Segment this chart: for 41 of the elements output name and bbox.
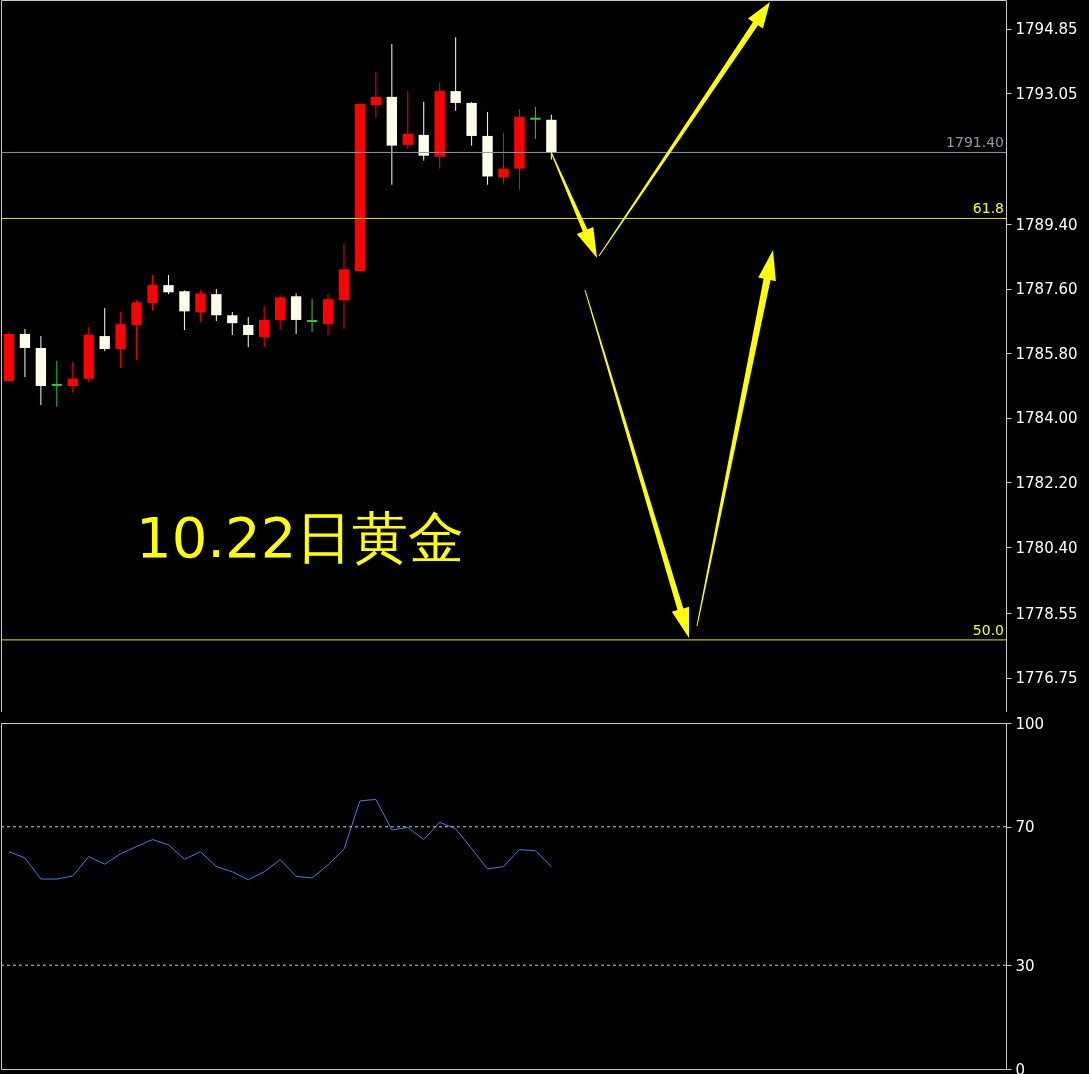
annotation: 50.0 [972, 621, 1004, 638]
candlestick [498, 132, 509, 185]
y-tick-label: 1782.20 [1015, 473, 1078, 492]
candlestick [67, 361, 78, 394]
candlestick [195, 289, 206, 323]
candlestick [51, 360, 63, 408]
candlestick [418, 101, 429, 162]
y-tick-label: 1787.60 [1015, 280, 1078, 299]
y-tick-label: 30 [1015, 956, 1035, 975]
candlestick [530, 106, 541, 140]
annotation: 10.22日黄金 [136, 505, 465, 570]
y-tick-label: 100 [1015, 714, 1045, 733]
candlestick [19, 328, 31, 378]
candlestick [179, 290, 190, 331]
y-tick-label: 1776.75 [1015, 669, 1078, 688]
candlestick [131, 299, 142, 361]
y-tick-label: 1785.80 [1015, 344, 1078, 363]
y-tick-label: 1784.00 [1015, 409, 1078, 428]
y-tick-label: 1778.55 [1015, 604, 1078, 623]
candlestick [450, 36, 461, 112]
candlestick [227, 311, 238, 336]
annotation: 61.8 [972, 200, 1004, 217]
candlestick [402, 90, 413, 150]
candlestick [163, 274, 174, 295]
candlestick [211, 288, 222, 322]
line-series [8, 798, 552, 881]
candlestick [147, 274, 158, 312]
candlestick [290, 292, 302, 335]
candlestick [259, 305, 270, 348]
y-tick-label: 1780.40 [1015, 538, 1078, 557]
candlestick [306, 298, 318, 333]
y-tick-label: 1794.85 [1015, 20, 1078, 39]
y-tick-label: 70 [1015, 818, 1035, 837]
candlestick [243, 316, 254, 348]
candlestick [370, 71, 382, 119]
y-tick-label: 0 [1015, 1060, 1026, 1074]
ref-line-label: 1791.40 [946, 134, 1004, 151]
y-tick-label: 1793.05 [1015, 84, 1078, 103]
candlestick [274, 294, 286, 331]
y-tick-label: 1789.40 [1015, 215, 1078, 234]
candlestick [99, 307, 110, 352]
